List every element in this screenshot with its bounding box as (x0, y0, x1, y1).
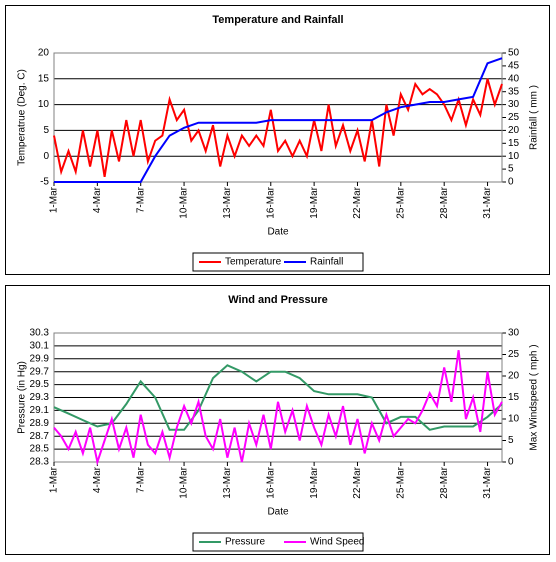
series-line (53, 350, 503, 466)
x-tick-label: 25-Mar (395, 466, 406, 498)
x-tick-label: 7-Mar (135, 186, 146, 213)
x-tick-label: 10-Mar (179, 466, 190, 498)
y2-tick-label: 15 (508, 392, 520, 403)
y2-tick-label: 45 (508, 61, 520, 72)
x-tick-label: 19-Mar (309, 186, 320, 218)
y-tick-label: 20 (38, 48, 50, 59)
y2-tick-label: 35 (508, 86, 520, 97)
y2-tick-label: 10 (508, 151, 520, 162)
x-tick-label: 28-Mar (439, 466, 450, 498)
y-tick-label: 29.1 (30, 405, 50, 416)
y-tick-label: 29.5 (30, 379, 50, 390)
x-tick-label: 22-Mar (352, 186, 363, 218)
chart-title: Wind and Pressure (228, 294, 328, 306)
y2-tick-label: 15 (508, 138, 520, 149)
chart-title: Temperature and Rainfall (212, 14, 343, 26)
y-tick-label: 29.3 (30, 392, 50, 403)
x-tick-label: 31-Mar (482, 466, 493, 498)
y2-tick-label: 5 (508, 435, 514, 446)
y2-tick-label: 50 (508, 48, 520, 59)
y-tick-label: 10 (38, 99, 50, 110)
y-tick-label: 28.3 (30, 457, 50, 468)
series-line (54, 57, 503, 183)
x-tick-label: 1-Mar (49, 466, 60, 493)
y2-axis-label: Rainfall ( mm ) (529, 85, 540, 150)
x-tick-label: 1-Mar (49, 186, 60, 213)
x-tick-label: 19-Mar (309, 466, 320, 498)
plot-area (53, 332, 503, 463)
x-axis-label: Date (267, 507, 289, 518)
x-tick-label: 25-Mar (395, 186, 406, 218)
y2-tick-label: 10 (508, 414, 520, 425)
y-tick-label: 29.7 (30, 366, 50, 377)
y-tick-label: 28.7 (30, 431, 50, 442)
y-tick-label: 15 (38, 73, 50, 84)
y-tick-label: 29.9 (30, 353, 50, 364)
y2-tick-label: 20 (508, 371, 520, 382)
y-tick-label: 30.1 (30, 341, 50, 352)
x-tick-label: 16-Mar (265, 186, 276, 218)
y2-tick-label: 0 (508, 177, 514, 188)
x-tick-label: 4-Mar (92, 466, 103, 493)
y-tick-label: 28.5 (30, 444, 50, 455)
x-tick-label: 31-Mar (482, 186, 493, 218)
y-tick-label: -5 (40, 177, 49, 188)
y2-tick-label: 40 (508, 73, 520, 84)
x-tick-label: 7-Mar (135, 466, 146, 493)
legend-label: Wind Speed (310, 537, 364, 548)
x-tick-label: 16-Mar (265, 466, 276, 498)
y2-tick-label: 30 (508, 99, 520, 110)
y2-tick-label: 5 (508, 164, 514, 175)
y-tick-label: 30.3 (30, 328, 50, 339)
legend-label: Temperature (225, 257, 282, 268)
x-tick-label: 13-Mar (222, 186, 233, 218)
legend-label: Pressure (225, 537, 265, 548)
x-tick-label: 13-Mar (222, 466, 233, 498)
chart-frame (5, 285, 550, 555)
y2-axis-label: Max Windspeed ( mph ) (529, 344, 540, 450)
x-axis-label: Date (267, 227, 289, 238)
legend-box (192, 252, 364, 272)
y-tick-label: 0 (43, 151, 49, 162)
x-tick-label: 4-Mar (92, 186, 103, 213)
x-tick-label: 28-Mar (439, 186, 450, 218)
legend-label: Rainfall (310, 257, 343, 268)
y2-tick-label: 25 (508, 349, 520, 360)
y2-tick-label: 20 (508, 125, 520, 136)
plot-area (53, 52, 503, 183)
y2-tick-label: 25 (508, 112, 520, 123)
y-tick-label: 28.9 (30, 418, 50, 429)
y2-tick-label: 0 (508, 457, 514, 468)
y-axis-label: Temperatrue (Deg. C) (17, 69, 28, 166)
y2-tick-label: 30 (508, 328, 520, 339)
series-line (53, 78, 503, 177)
y-tick-label: 5 (43, 125, 49, 136)
y-axis-label: Pressure (in Hg) (17, 361, 28, 434)
legend-box (192, 532, 364, 552)
series-line (53, 364, 503, 431)
x-tick-label: 10-Mar (179, 186, 190, 218)
x-tick-label: 22-Mar (352, 466, 363, 498)
